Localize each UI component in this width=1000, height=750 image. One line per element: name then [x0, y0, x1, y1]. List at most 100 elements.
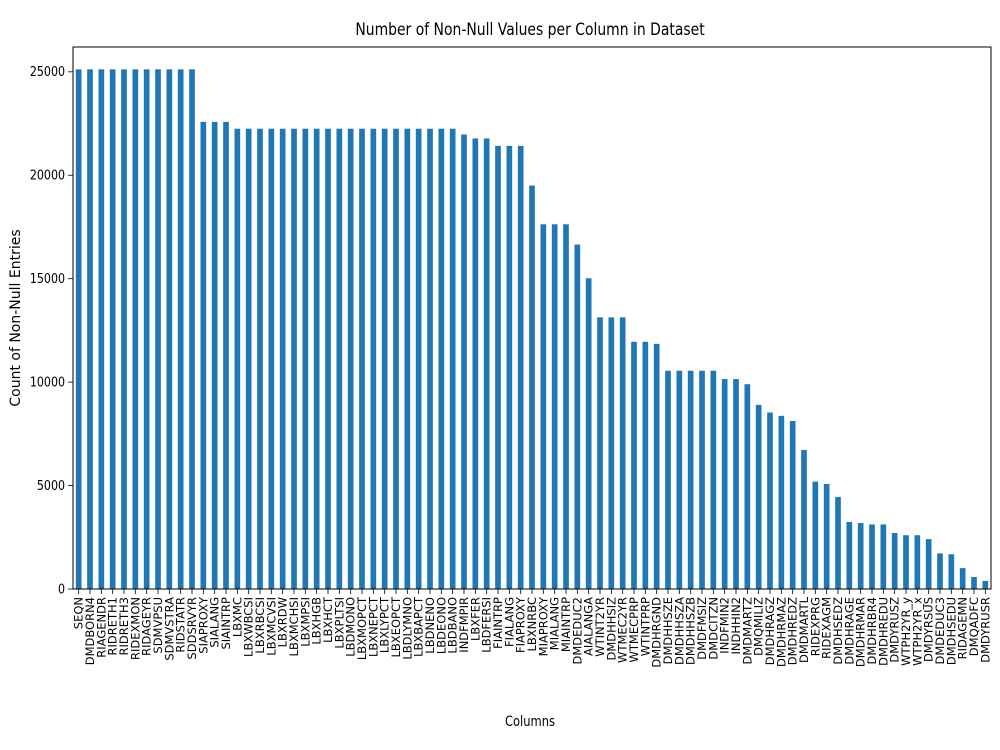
bar-LBXFER [472, 138, 479, 589]
x-tick-label: WTPH2YR_y [899, 597, 913, 666]
bar-SDDSRVYR [189, 69, 195, 590]
bar-SIAINTRP [223, 121, 229, 589]
x-tick-label: WTPH2YR_x [910, 597, 924, 666]
bar-LBDNENO [427, 128, 433, 589]
x-tick-label: LBXNRBC [525, 597, 539, 652]
bar-FIAPROXY [517, 145, 524, 589]
bar-DMQADFC [971, 577, 977, 589]
x-tick-label: FIAPROXY [514, 596, 528, 653]
bar-LBXPLTSI [336, 128, 343, 589]
bar-INDFMPIR [461, 134, 467, 589]
x-tick-label: LBDFERSI [480, 597, 494, 653]
bar-DMDHHSIZ [608, 317, 615, 589]
bar-DMDMARTZ [744, 384, 751, 589]
x-tick-label: INDFMPIR [457, 597, 471, 653]
y-tick-label: 0 [58, 581, 65, 596]
x-tick-label: DMDHRMAZ [774, 597, 788, 667]
x-tick-label: DMDHRMAR [854, 597, 868, 667]
x-tick-label: LBXMCVSI [264, 597, 278, 656]
bar-DMDHRAGZ [767, 412, 773, 589]
x-tick-label: MIALANG [548, 597, 562, 650]
bar-LBXMC [234, 128, 241, 589]
x-tick-label: DMDMARTZ [740, 597, 754, 665]
x-tick-label: LBXHCT [321, 596, 335, 643]
x-tick-label: RIDEXAGM [820, 597, 834, 659]
x-tick-label: RIDSTATR [174, 597, 188, 653]
bar-LBXEOPCT [393, 128, 399, 589]
x-tick-label: WTINT2YR [593, 597, 607, 657]
x-tick-label: RIDAGEMN [956, 597, 970, 659]
x-tick-label: DMDHRAGE [842, 597, 856, 665]
x-tick-label: LBXRDW [276, 597, 290, 647]
bar-DMDCITZN [710, 370, 717, 589]
bar-LBXMCHSI [291, 128, 297, 589]
x-tick-label: DMQMILIZ [752, 597, 766, 656]
x-tick-label: SDDSRVYR [185, 597, 199, 660]
x-tick-label: LBXMPSI [298, 597, 312, 647]
x-tick-label: LBXNEPCT [366, 596, 380, 657]
bars-group [75, 69, 989, 590]
bar-RIDSTATR [177, 69, 184, 590]
bar-DMDHRBR4 [869, 524, 875, 589]
bar-LBXMCVSI [268, 128, 275, 589]
x-tick-label: LBXLYPCT [378, 596, 392, 653]
bar-MIALANG [551, 224, 558, 590]
x-tick-label: AIALANGA [582, 597, 596, 656]
bar-SDMVPSU [155, 69, 161, 590]
x-tick-label: DMDFMSIZ [695, 597, 709, 660]
x-tick-label: LBDMONO [344, 597, 358, 657]
bar-INDHHIN2 [733, 379, 739, 589]
bar-RIAGENDR [98, 69, 105, 590]
x-tick-label: LBDBANO [446, 597, 460, 654]
bar-WTINT2YR [597, 317, 603, 589]
x-tick-label: LBXMCHSI [287, 597, 301, 656]
bar-WTMEC2YR [619, 317, 626, 589]
x-tick-label: LBDNENO [423, 597, 437, 654]
bar-DMDHREDZ [789, 421, 796, 589]
bar-DMDYRSUS [925, 539, 932, 589]
bar-LBXMOPCT [359, 128, 365, 589]
x-tick-label: WTMEC2YR [616, 597, 630, 663]
x-tick-label: LBXRBCSI [253, 597, 267, 654]
x-tick-label: LBXWBCSI [242, 597, 256, 657]
bar-LBXLYPCT [381, 128, 388, 589]
bar-LBDMONO [347, 128, 354, 589]
y-tick-label: 20000 [30, 168, 65, 183]
x-tick-label: LBXPLTSI [332, 597, 346, 649]
bar-DMDHREDU [880, 524, 887, 589]
x-tick-label: DMDHREDZ [786, 597, 800, 665]
x-tick-label: DMDMARTL [797, 596, 811, 663]
bar-DMDFMSIZ [699, 370, 705, 589]
x-tick-label: SDMVSTRA [162, 597, 176, 661]
bar-DMQMILIZ [755, 404, 762, 589]
bar-WTINTPRP [642, 341, 649, 589]
x-tick-label: FIALANG [502, 597, 516, 647]
x-tick-label: SIAINTRP [219, 597, 233, 650]
x-tick-label: RIDRETH3 [117, 597, 131, 655]
x-tick-label: DMDHHSZB [684, 597, 698, 665]
x-tick-label: LBXHGB [310, 597, 324, 645]
bar-SIALANG [211, 121, 218, 589]
x-tick-label: DMDYRUSR [978, 597, 992, 663]
bar-LBXHCT [325, 128, 331, 589]
x-tick-label: DMDCITZN [706, 597, 720, 660]
x-tick-label: DMDEDUC2 [570, 597, 584, 665]
x-tick-label: DMDHHSZE [661, 597, 675, 664]
x-tick-label: LBDLYMNO [400, 597, 414, 660]
bar-LBXRDW [279, 128, 286, 589]
y-tick-label: 25000 [30, 64, 65, 79]
bar-LBDFERSI [483, 138, 490, 589]
x-tick-label: RIAGENDR [94, 597, 108, 658]
plot-frame [72, 46, 992, 590]
x-tick-label: DMDBORN4 [83, 597, 97, 665]
x-tick-label: DMDHHSZA [672, 597, 686, 665]
x-tick-label: RIDRETH1 [106, 597, 120, 655]
bar-LBXWBCSI [245, 128, 252, 589]
x-axis: SEQNDMDBORN4RIAGENDRRIDRETH1RIDRETH3RIDE… [72, 589, 992, 668]
bar-LBXHGB [313, 128, 320, 589]
x-tick-label: INDFMIN2 [718, 597, 732, 654]
bar-WTMECPRP [631, 341, 637, 589]
bar-DMDYRUSZ [891, 532, 898, 589]
bar-FIALANG [506, 145, 513, 589]
